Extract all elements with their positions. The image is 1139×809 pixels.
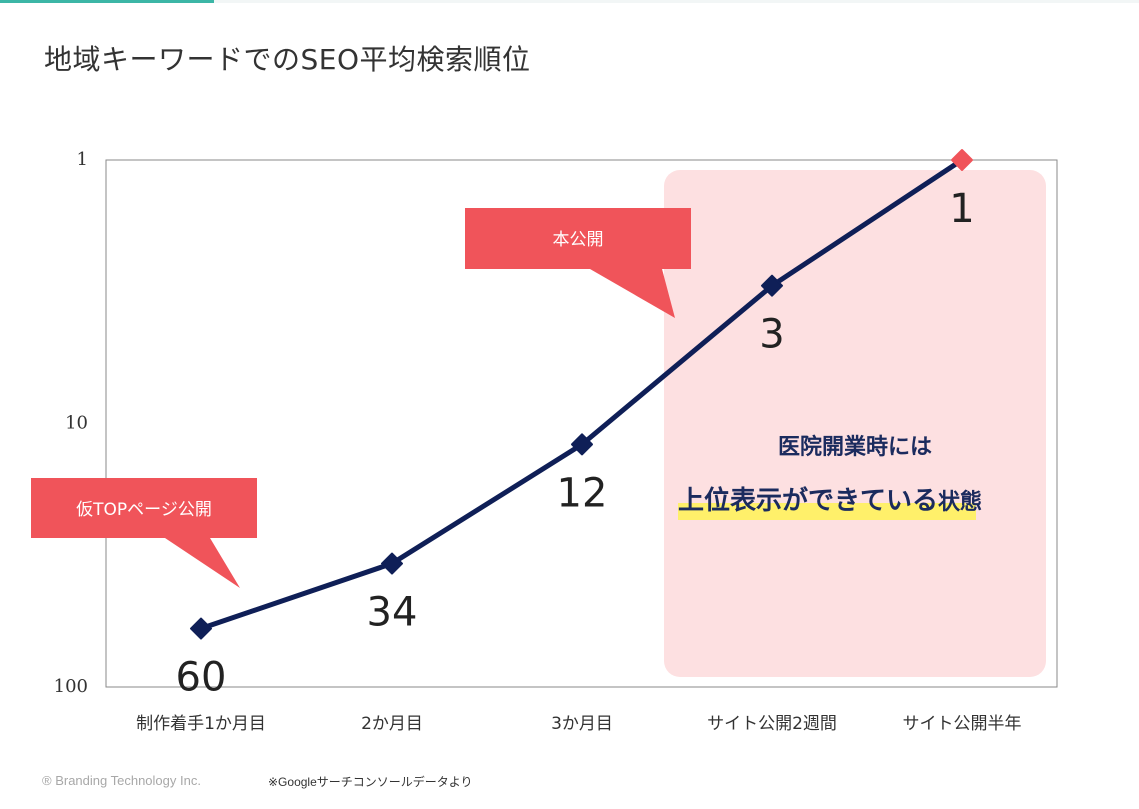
y-tick-label: 100 [54, 676, 88, 697]
y-axis-ticks: 1 10 100 [54, 149, 88, 697]
callout-1-text: 仮TOPページ公開 [76, 500, 212, 520]
callout-2-tail [590, 269, 675, 318]
series-points [190, 149, 973, 640]
callout-1-tail [165, 538, 240, 588]
highlight-line1: 医院開業時には [778, 434, 932, 460]
data-label: 12 [557, 470, 608, 516]
x-tick-label: 3か月目 [551, 714, 613, 734]
y-tick-label: 10 [65, 413, 88, 434]
highlight-underline [678, 503, 976, 520]
callout-1-box [31, 478, 257, 538]
top-bar-accent [0, 0, 214, 3]
highlight-line2-rest: 状態 [938, 489, 982, 515]
data-point [571, 433, 593, 456]
highlight-region [664, 170, 1046, 677]
x-tick-label: 制作着手1か月目 [136, 714, 266, 734]
x-tick-label: サイト公開半年 [903, 714, 1022, 734]
data-label: 3 [759, 312, 784, 358]
highlight-line2: 上位表示ができている状態 [678, 485, 982, 516]
highlight-line2-emphasis: 上位表示ができている [678, 485, 938, 516]
copyright: ® Branding Technology Inc. [42, 773, 201, 788]
data-point [190, 617, 212, 640]
top-bar [0, 0, 1139, 3]
x-axis-ticks: 制作着手1か月目 2か月目 3か月目 サイト公開2週間 サイト公開半年 [136, 714, 1021, 734]
annotation-callout-1: 仮TOPページ公開 [31, 478, 257, 588]
data-point [951, 149, 973, 171]
callout-2-text: 本公開 [553, 230, 604, 250]
data-label: 34 [367, 590, 418, 636]
plot-frame [105, 159, 1058, 688]
data-label: 60 [176, 655, 227, 701]
x-tick-label: 2か月目 [361, 714, 423, 734]
annotation-callout-2: 本公開 [465, 208, 691, 318]
page-title: 地域キーワードでのSEO平均検索順位 [44, 43, 531, 76]
source-note: ※Googleサーチコンソールデータより [268, 775, 473, 789]
data-label: 1 [949, 186, 974, 232]
x-tick-label: サイト公開2週間 [707, 714, 837, 734]
callout-2-box [465, 208, 691, 269]
data-labels: 60 34 12 3 1 [176, 186, 975, 701]
data-point [761, 274, 783, 297]
y-tick-label: 1 [77, 149, 88, 170]
data-point [381, 552, 403, 575]
